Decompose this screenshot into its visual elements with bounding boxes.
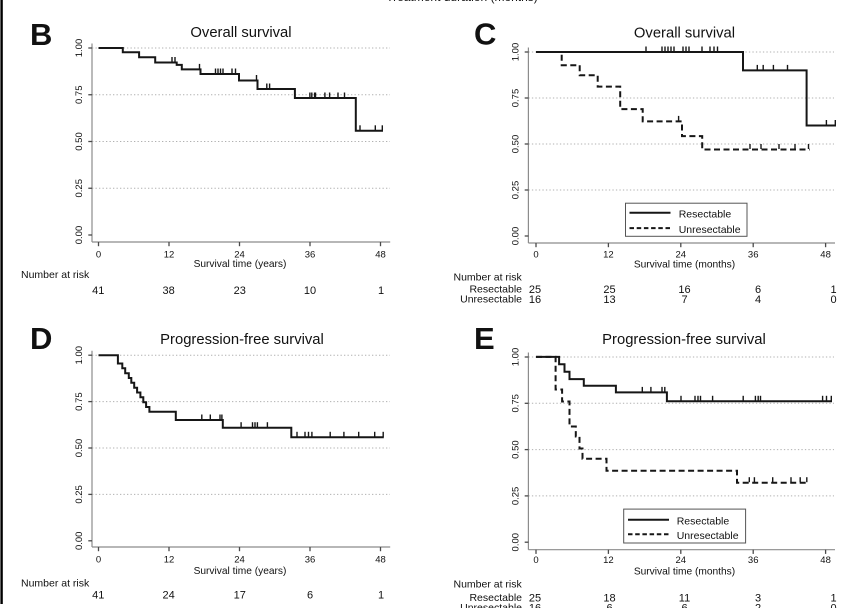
svg-text:Unresectable: Unresectable (460, 294, 522, 306)
svg-text:0.75: 0.75 (74, 392, 85, 411)
svg-text:4: 4 (755, 294, 761, 306)
svg-text:25: 25 (529, 284, 541, 296)
svg-text:0.25: 0.25 (74, 485, 85, 504)
svg-text:Overall survival: Overall survival (634, 25, 735, 41)
svg-text:24: 24 (234, 555, 245, 566)
svg-text:0: 0 (533, 249, 538, 260)
svg-text:7: 7 (681, 294, 687, 306)
svg-text:38: 38 (162, 285, 174, 297)
svg-text:0: 0 (830, 294, 836, 306)
svg-text:1: 1 (378, 590, 384, 602)
svg-text:24: 24 (162, 590, 174, 602)
svg-text:Progression-free survival: Progression-free survival (602, 332, 766, 348)
svg-text:0.75: 0.75 (511, 89, 522, 108)
svg-text:1.00: 1.00 (511, 43, 522, 62)
svg-text:41: 41 (92, 285, 104, 297)
svg-text:Survival time (years): Survival time (years) (194, 566, 287, 577)
svg-text:12: 12 (164, 249, 175, 260)
svg-text:0.00: 0.00 (74, 226, 85, 245)
svg-text:6: 6 (307, 590, 313, 602)
svg-text:16: 16 (529, 294, 541, 306)
svg-text:2: 2 (755, 603, 761, 608)
svg-text:12: 12 (603, 555, 614, 566)
svg-text:0.50: 0.50 (511, 440, 522, 459)
svg-text:Unresectable: Unresectable (460, 602, 522, 608)
svg-text:48: 48 (820, 555, 831, 566)
svg-text:Number at risk: Number at risk (21, 578, 90, 590)
svg-text:0: 0 (533, 555, 538, 566)
svg-text:12: 12 (603, 249, 614, 260)
svg-text:E: E (474, 321, 495, 356)
svg-text:13: 13 (603, 294, 615, 306)
svg-text:36: 36 (748, 249, 759, 260)
svg-text:0.75: 0.75 (74, 86, 85, 105)
svg-text:0.75: 0.75 (511, 394, 522, 413)
svg-text:Resectable: Resectable (469, 592, 522, 604)
svg-text:25: 25 (529, 592, 541, 604)
svg-text:1.00: 1.00 (511, 348, 522, 367)
svg-text:Unresectable: Unresectable (677, 530, 739, 542)
svg-text:48: 48 (820, 249, 831, 260)
svg-text:0: 0 (96, 249, 101, 260)
svg-text:48: 48 (375, 555, 386, 566)
svg-text:D: D (30, 321, 52, 356)
svg-text:Survival time (months): Survival time (months) (634, 567, 735, 578)
svg-text:1: 1 (830, 284, 836, 296)
svg-text:3: 3 (755, 592, 761, 604)
svg-text:41: 41 (92, 590, 104, 602)
svg-text:48: 48 (375, 249, 386, 260)
svg-text:Survival time (months): Survival time (months) (634, 260, 735, 271)
svg-text:36: 36 (305, 249, 316, 260)
svg-text:6: 6 (606, 603, 612, 608)
svg-text:Resectable: Resectable (677, 515, 730, 527)
svg-text:6: 6 (755, 284, 761, 296)
svg-text:C: C (474, 17, 496, 52)
svg-text:Progression-free survival: Progression-free survival (160, 332, 324, 348)
svg-text:Resectable: Resectable (679, 209, 732, 221)
svg-text:Number at risk: Number at risk (21, 269, 90, 281)
svg-text:Resectable: Resectable (469, 284, 522, 296)
svg-text:16: 16 (678, 284, 690, 296)
svg-text:24: 24 (676, 249, 687, 260)
svg-text:0.00: 0.00 (511, 227, 522, 246)
svg-text:Treatment duration (months): Treatment duration (months) (386, 0, 538, 4)
svg-text:23: 23 (234, 285, 246, 297)
svg-text:Survival time (years): Survival time (years) (194, 259, 287, 270)
svg-text:1.00: 1.00 (74, 39, 85, 58)
svg-text:0.50: 0.50 (74, 132, 85, 151)
svg-text:0.25: 0.25 (511, 181, 522, 200)
svg-text:18: 18 (603, 592, 615, 604)
svg-text:36: 36 (748, 555, 759, 566)
svg-text:0.25: 0.25 (511, 487, 522, 506)
svg-text:6: 6 (681, 603, 687, 608)
svg-text:Unresectable: Unresectable (679, 224, 741, 236)
svg-text:0.25: 0.25 (74, 179, 85, 198)
svg-text:1: 1 (378, 285, 384, 297)
svg-text:11: 11 (679, 592, 690, 604)
svg-text:0: 0 (96, 555, 101, 566)
svg-text:B: B (30, 17, 52, 52)
svg-text:1: 1 (830, 592, 836, 604)
svg-text:17: 17 (234, 590, 246, 602)
svg-text:12: 12 (164, 555, 175, 566)
svg-text:Overall survival: Overall survival (190, 25, 291, 41)
svg-text:Number at risk: Number at risk (454, 272, 523, 284)
svg-text:24: 24 (676, 555, 687, 566)
svg-text:Number at risk: Number at risk (454, 579, 523, 591)
svg-text:24: 24 (234, 249, 245, 260)
svg-text:0.50: 0.50 (511, 135, 522, 154)
svg-text:0: 0 (830, 603, 836, 608)
svg-text:0.00: 0.00 (511, 533, 522, 552)
svg-text:16: 16 (529, 603, 541, 608)
svg-text:0.50: 0.50 (74, 439, 85, 458)
svg-text:25: 25 (603, 284, 615, 296)
svg-text:1.00: 1.00 (74, 346, 85, 365)
svg-text:36: 36 (305, 555, 316, 566)
svg-text:10: 10 (304, 285, 316, 297)
svg-text:0.00: 0.00 (74, 532, 85, 551)
